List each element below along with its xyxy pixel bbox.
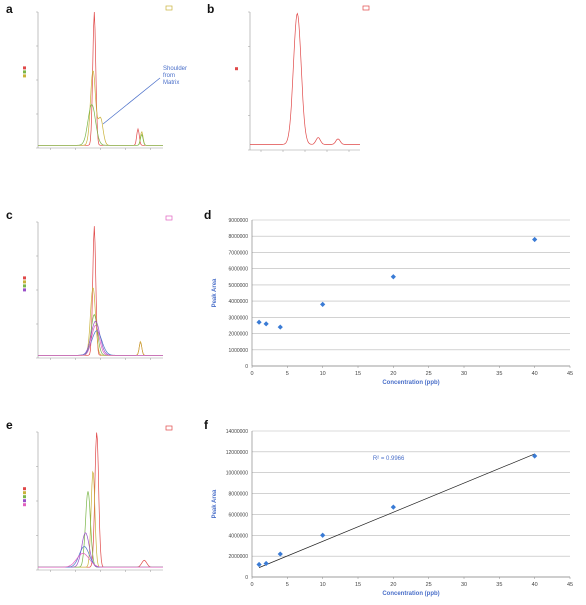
x-tick-label: 10 [320, 371, 326, 377]
y-tick-label: 4000000 [229, 299, 249, 305]
y-tick-label: 8000000 [229, 492, 249, 498]
data-point [532, 453, 538, 459]
panel-label-c: c [6, 208, 13, 222]
x-tick-label: 20 [390, 371, 396, 377]
y-tick-label: 8000000 [229, 234, 249, 240]
panel-label-f: f [204, 418, 208, 432]
x-tick-label: 15 [355, 371, 361, 377]
x-axis-label: Concentration (ppb) [382, 380, 439, 386]
annotation-line-2: from [163, 73, 175, 79]
x-tick-label: 45 [567, 582, 573, 588]
data-point [390, 274, 396, 280]
data-point [263, 321, 269, 327]
data-point [320, 532, 326, 538]
chrom-legend-marker [23, 280, 26, 284]
chrom-legend-marker [23, 491, 26, 495]
chrom-legend-marker [23, 503, 26, 507]
data-point [277, 324, 283, 330]
chrom-legend-box [165, 215, 173, 221]
y-tick-label: 0 [245, 575, 248, 581]
y-tick-label: 6000000 [229, 512, 249, 518]
y-tick-label: 3000000 [229, 315, 249, 321]
chrom-legend-marker [23, 74, 26, 78]
x-tick-label: 0 [250, 582, 253, 588]
r-squared-annotation: R² = 0.9966 [373, 456, 405, 462]
data-point [277, 551, 283, 557]
chrom-legend-marker [23, 495, 26, 499]
data-point [320, 301, 326, 307]
y-axis-label: Peak Area [212, 489, 218, 518]
y-tick-label: 2000000 [229, 554, 249, 560]
panel-label-a: a [6, 2, 13, 16]
x-tick-label: 35 [496, 371, 502, 377]
x-tick-label: 20 [390, 582, 396, 588]
y-tick-label: 14000000 [226, 429, 248, 435]
chrom-trace [250, 12, 360, 145]
data-point [532, 236, 538, 243]
data-point [263, 560, 269, 567]
x-axis-label: Concentration (ppb) [382, 591, 439, 597]
chrom-legend-marker [235, 67, 238, 71]
chrom-legend-marker [23, 70, 26, 74]
annotation-line-1: Shoulder [163, 66, 187, 72]
annotation-arrow [102, 77, 161, 125]
chrom-legend-box [165, 425, 173, 431]
y-tick-label: 12000000 [226, 450, 248, 456]
x-tick-label: 35 [496, 582, 502, 588]
y-tick-label: 5000000 [229, 283, 249, 289]
chrom-legend-marker [23, 66, 26, 70]
x-tick-label: 25 [426, 371, 432, 377]
panel-label-b: b [207, 2, 215, 16]
panel-label-d: d [204, 208, 212, 222]
chrom-legend-box [165, 5, 173, 11]
chrom-legend-box [362, 5, 370, 11]
data-point [256, 561, 262, 568]
chrom-trace [38, 104, 163, 146]
panel-label-e: e [6, 418, 13, 432]
x-tick-label: 25 [426, 582, 432, 588]
chrom-legend-marker [23, 487, 26, 491]
chrom-legend-marker [23, 276, 26, 280]
chrom-legend-marker [23, 284, 26, 288]
x-tick-label: 10 [320, 582, 326, 588]
x-tick-label: 15 [355, 582, 361, 588]
chrom-trace [38, 325, 163, 356]
annotation-shoulder: Shoulder from Matrix [163, 66, 189, 86]
x-tick-label: 40 [532, 371, 538, 377]
x-tick-label: 5 [286, 582, 289, 588]
y-tick-label: 4000000 [229, 533, 249, 539]
y-tick-label: 1000000 [229, 348, 249, 354]
chrom-legend-marker [23, 499, 26, 503]
trendline [258, 453, 535, 568]
y-tick-label: 6000000 [229, 267, 249, 273]
x-tick-label: 0 [250, 371, 253, 377]
x-tick-label: 5 [286, 371, 289, 377]
x-tick-label: 45 [567, 371, 573, 377]
y-tick-label: 10000000 [226, 471, 248, 477]
annotation-line-3: Matrix [163, 80, 179, 86]
y-tick-label: 9000000 [229, 218, 249, 224]
x-tick-label: 30 [461, 582, 467, 588]
x-tick-label: 40 [532, 582, 538, 588]
y-tick-label: 2000000 [229, 332, 249, 338]
y-tick-label: 0 [245, 364, 248, 370]
x-tick-label: 30 [461, 371, 467, 377]
chrom-trace [38, 553, 163, 568]
y-axis-label: Peak Area [212, 278, 218, 307]
y-tick-label: 7000000 [229, 250, 249, 256]
chrom-legend-marker [23, 288, 26, 292]
data-point [256, 319, 262, 325]
data-point [390, 504, 396, 510]
